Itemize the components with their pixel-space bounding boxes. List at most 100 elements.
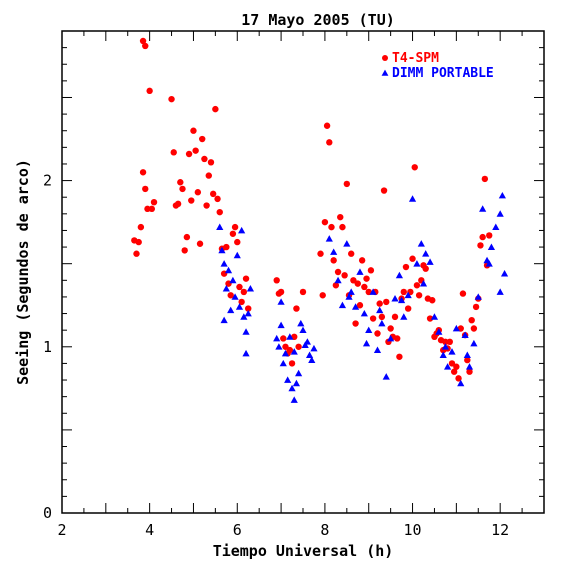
dimm-point — [419, 280, 428, 287]
t4-spm-point — [343, 180, 351, 188]
chart-title: 17 Mayo 2005 (TU) — [241, 11, 395, 29]
dimm-point — [452, 324, 460, 332]
t4-spm-point — [293, 305, 300, 312]
x-axis-label: Tiempo Universal (h) — [213, 542, 394, 560]
t4-spm-point — [468, 317, 475, 324]
x-tick-label: 2 — [57, 521, 66, 539]
t4-spm-point — [319, 292, 326, 299]
t4-spm-point — [170, 149, 177, 156]
dimm-point — [435, 328, 443, 335]
t4-spm-point — [288, 360, 296, 367]
t4-spm-point — [317, 250, 324, 257]
t4-spm-point — [203, 202, 210, 209]
dimm-point — [277, 321, 285, 329]
dimm-point — [382, 373, 390, 380]
x-tick-label: 6 — [233, 521, 242, 539]
t4-spm-point — [402, 263, 410, 271]
dimm-point — [244, 309, 252, 317]
dimm-point — [430, 313, 439, 320]
t4-spm-point — [135, 238, 142, 246]
dimm-point — [334, 276, 342, 284]
t4-spm-point — [472, 303, 480, 311]
dimm-point — [395, 271, 403, 279]
dimm-point — [343, 240, 351, 247]
t4-spm-point — [328, 223, 335, 231]
dimm-point — [387, 334, 395, 342]
t4-spm-point — [411, 164, 418, 171]
dimm-point — [461, 331, 469, 339]
t4-spm-point — [240, 288, 248, 296]
t4-spm-point — [400, 288, 407, 296]
x-tick-label: 4 — [145, 521, 154, 539]
dimm-point — [470, 339, 478, 347]
dimm-point — [330, 248, 338, 255]
legend-marker-dimm — [381, 69, 389, 76]
t4-spm-point — [348, 250, 355, 257]
t4-spm-point — [192, 147, 199, 154]
t4-spm-point — [380, 187, 388, 194]
t4-spm-point — [446, 338, 453, 346]
t4-spm-point — [396, 353, 403, 360]
t4-spm-point — [194, 189, 202, 196]
t4-spm-point — [450, 368, 458, 375]
dimm-point — [496, 288, 504, 295]
t4-spm-point — [354, 280, 361, 287]
t4-spm-point — [282, 343, 289, 350]
dimm-point — [391, 294, 399, 302]
t4-spm-point — [332, 282, 340, 289]
t4-spm-point — [369, 315, 377, 322]
t4-spm-point — [185, 150, 193, 158]
dimm-point — [404, 291, 412, 299]
dimm-point — [295, 369, 303, 377]
dimm-point — [444, 363, 452, 370]
dimm-point — [441, 343, 450, 350]
t4-spm-point — [231, 223, 239, 231]
t4-spm-point — [142, 185, 149, 193]
t4-spm-point — [455, 375, 462, 382]
dimm-point — [275, 343, 283, 350]
t4-spm-point — [133, 250, 140, 257]
dimm-point — [347, 288, 355, 295]
dimm-point — [500, 270, 509, 277]
y-tick-label: 1 — [43, 338, 52, 356]
t4-spm-point — [299, 288, 307, 296]
t4-spm-point — [350, 277, 357, 284]
dimm-point — [487, 243, 496, 250]
dimm-point — [345, 293, 353, 300]
t4-spm-point — [422, 265, 429, 272]
t4-spm-point — [207, 159, 215, 166]
dimm-point — [413, 260, 421, 267]
dimm-point — [297, 319, 305, 327]
dimm-point — [227, 306, 235, 314]
t4-spm-point — [361, 283, 368, 291]
dimm-point — [286, 333, 294, 340]
dimm-point — [310, 344, 318, 352]
dimm-point — [496, 210, 504, 217]
t4-spm-point — [236, 283, 243, 291]
dimm-point — [281, 349, 290, 357]
dimm-point — [218, 246, 226, 254]
dimm-point — [465, 363, 474, 370]
dimm-point — [242, 328, 250, 335]
t4-spm-point — [466, 368, 473, 375]
t4-spm-point — [181, 247, 188, 254]
dimm-point — [338, 301, 347, 309]
t4-spm-point — [387, 325, 394, 332]
dimm-point — [290, 396, 298, 403]
t4-spm-point — [238, 298, 245, 306]
dimm-point — [220, 260, 228, 267]
dimm-point — [457, 379, 465, 387]
t4-spm-point — [188, 197, 195, 204]
t4-spm-point — [199, 135, 206, 143]
t4-spm-point — [229, 230, 237, 237]
dimm-point — [242, 349, 250, 357]
t4-spm-point — [429, 297, 436, 304]
dimm-point — [301, 341, 309, 349]
dimm-point — [299, 326, 307, 334]
dimm-point — [233, 251, 241, 259]
legend-label: T4-SPM — [392, 51, 439, 66]
t4-spm-point — [378, 313, 386, 321]
t4-spm-point — [341, 272, 348, 279]
t4-spm-point — [209, 190, 217, 198]
